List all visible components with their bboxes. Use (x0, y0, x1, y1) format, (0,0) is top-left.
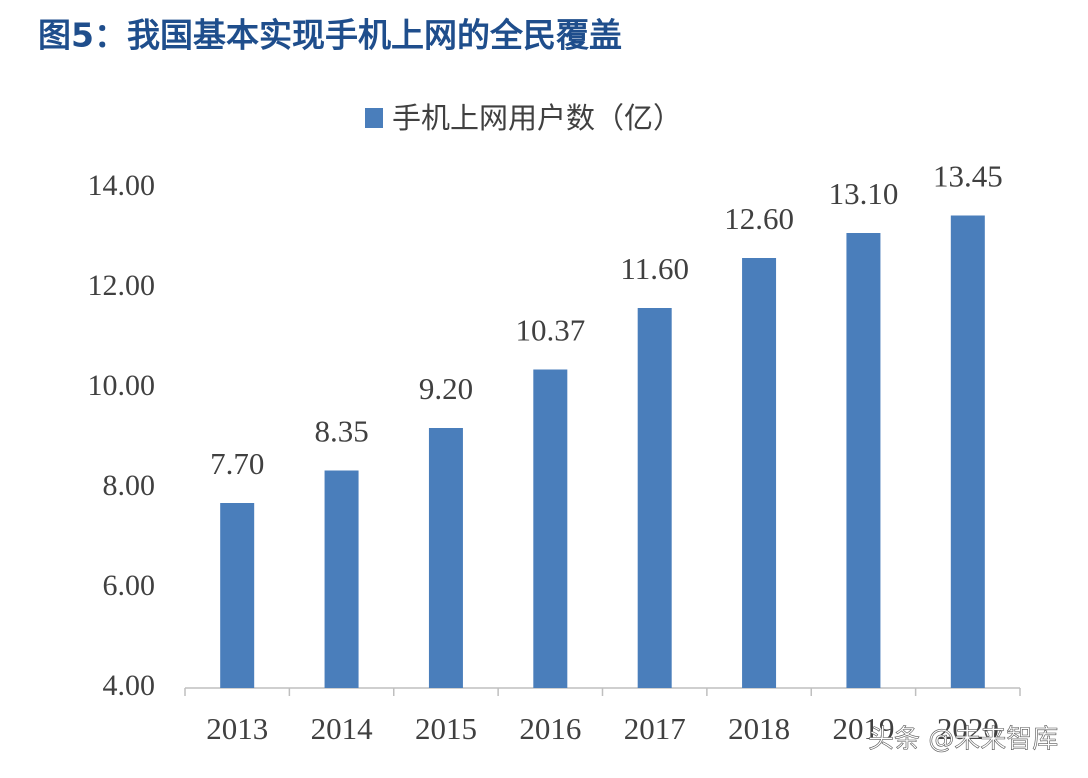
data-label: 10.37 (515, 313, 585, 348)
bar (637, 308, 672, 688)
y-tick-label: 12.00 (88, 269, 156, 302)
bar (533, 369, 568, 688)
y-tick-label: 8.00 (103, 469, 156, 502)
y-tick-label: 14.00 (88, 169, 156, 202)
bar (742, 258, 777, 688)
data-label: 12.60 (724, 201, 794, 236)
x-tick-label: 2020 (937, 711, 999, 746)
x-tick-label: 2019 (832, 711, 894, 746)
data-label: 8.35 (314, 414, 368, 449)
watermark: 头条 @未来智库 (868, 725, 1058, 755)
data-label: 13.10 (829, 176, 899, 211)
data-label: 9.20 (419, 371, 473, 406)
bar (846, 233, 881, 688)
bar (220, 503, 255, 688)
chart-title: 图5：我国基本实现手机上网的全民覆盖 (38, 16, 622, 55)
x-tick-label: 2014 (311, 711, 374, 746)
data-label: 13.45 (933, 159, 1003, 194)
y-tick-label: 6.00 (103, 569, 156, 602)
x-tick-label: 2017 (624, 711, 686, 746)
bar (428, 428, 463, 688)
bar (324, 470, 359, 688)
y-tick-label: 10.00 (88, 369, 156, 402)
legend-label: 手机上网用户数（亿） (392, 101, 682, 135)
bar (950, 215, 985, 688)
y-tick-label: 4.00 (103, 669, 156, 702)
legend-swatch (365, 108, 383, 128)
x-tick-label: 2018 (728, 711, 790, 746)
data-label: 7.70 (210, 446, 264, 481)
data-label: 11.60 (620, 251, 689, 286)
x-tick-label: 2015 (415, 711, 477, 746)
x-tick-label: 2016 (519, 711, 581, 746)
x-tick-label: 2013 (206, 711, 268, 746)
